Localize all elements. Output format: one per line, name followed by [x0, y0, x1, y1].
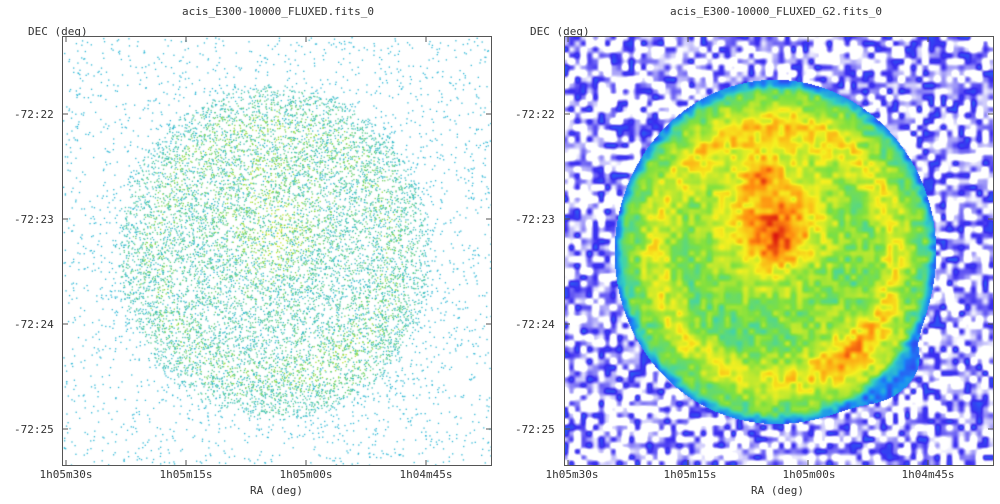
x-tick-label: 1h05m30s	[545, 468, 599, 481]
heatmap-canvas	[63, 37, 491, 465]
y-tick-label: -72:24	[515, 318, 555, 331]
y-tick-label: -72:22	[515, 108, 555, 121]
x-tick-label: 1h05m15s	[663, 468, 717, 481]
x-axis-label: RA (deg)	[250, 484, 303, 497]
chart-title: acis_E300-10000_FLUXED_G2.fits_0	[670, 5, 882, 18]
y-tick-label: -72:23	[14, 213, 54, 226]
image-plot-area[interactable]	[564, 36, 994, 466]
image-plot-area[interactable]	[62, 36, 492, 466]
x-tick-label: 1h05m30s	[39, 468, 93, 481]
y-axis-label: DEC (deg)	[28, 25, 88, 38]
y-axis-label: DEC (deg)	[530, 25, 590, 38]
y-tick-label: -72:23	[515, 213, 555, 226]
x-tick-label: 1h05m00s	[782, 468, 836, 481]
x-axis-label: RA (deg)	[751, 484, 804, 497]
x-tick-label: 1h05m15s	[159, 468, 213, 481]
x-tick-label: 1h04m45s	[901, 468, 955, 481]
y-tick-label: -72:22	[14, 108, 54, 121]
right-panel: acis_E300-10000_FLUXED_G2.fits_0 DEC (de…	[500, 0, 1000, 504]
x-tick-label: 1h04m45s	[399, 468, 453, 481]
y-tick-label: -72:25	[14, 423, 54, 436]
chart-title: acis_E300-10000_FLUXED.fits_0	[181, 5, 375, 18]
left-panel: acis_E300-10000_FLUXED.fits_0 DEC (deg) …	[14, 5, 492, 497]
y-tick-label: -72:25	[515, 423, 555, 436]
y-tick-label: -72:24	[14, 318, 54, 331]
x-tick-label: 1h05m00s	[279, 468, 333, 481]
heatmap-canvas	[565, 37, 993, 465]
